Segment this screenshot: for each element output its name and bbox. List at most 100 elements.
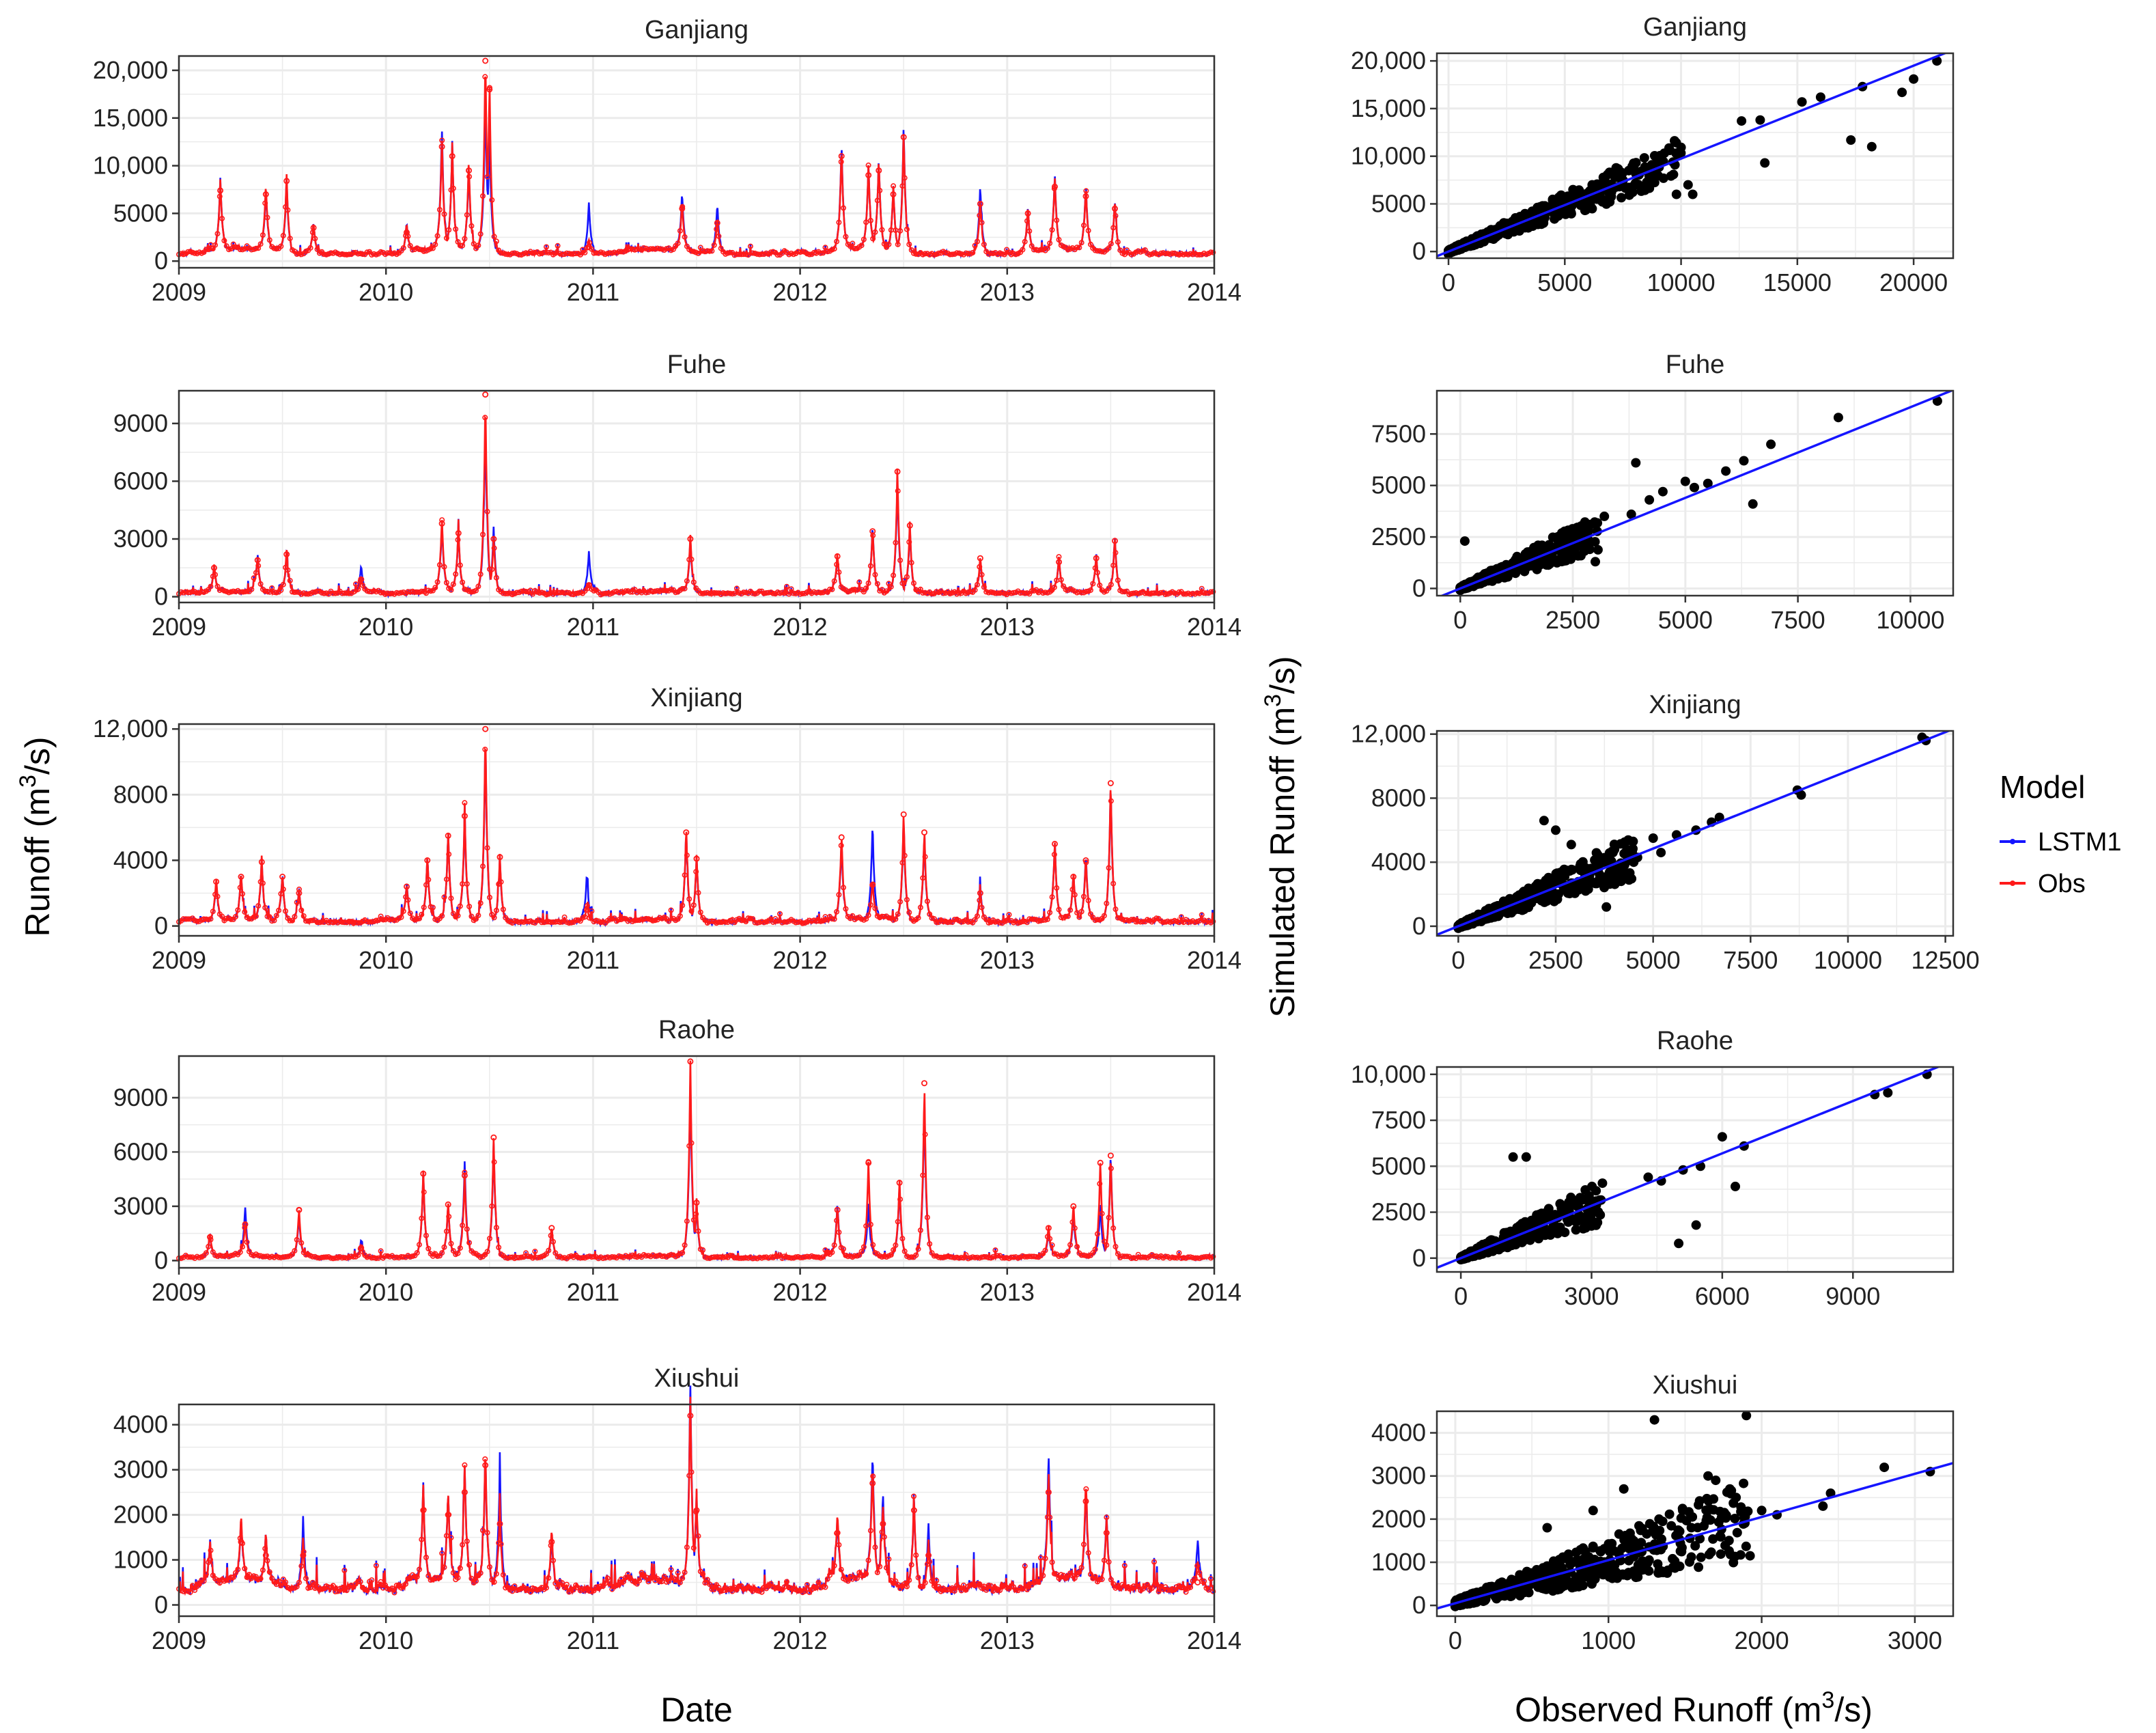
timeseries-xinjiang-obs-peak-point xyxy=(404,883,410,890)
timeseries-xiushui-obs-point xyxy=(555,1584,561,1590)
scatter-xiushui-point xyxy=(1590,1574,1600,1584)
scatter-xinjiang-tick-label-x: 2500 xyxy=(1528,946,1583,974)
timeseries-fuhe-obs-point xyxy=(779,590,785,596)
timeseries-ganjiang-obs-point xyxy=(800,249,806,255)
timeseries-ganjiang-obs-point xyxy=(421,248,427,254)
timeseries-xiushui-obs-peak-point xyxy=(693,1507,700,1514)
scatter-fuhe-tick-label-x: 0 xyxy=(1453,606,1467,634)
timeseries-ganjiang-obs-peak-point xyxy=(310,224,317,231)
timeseries-xiushui-obs-point xyxy=(527,1589,533,1595)
timeseries-fuhe-obs-point xyxy=(269,585,275,591)
timeseries-ganjiang-obs-point xyxy=(232,244,238,250)
panels: 2009 2010 2011 2012 2013 20140500010,00015,00… xyxy=(93,13,1980,1654)
timeseries-xinjiang-obs-point xyxy=(292,914,298,920)
timeseries-xinjiang-obs-point xyxy=(917,904,923,911)
timeseries-fuhe-obs-point xyxy=(981,584,987,590)
scatter-fuhe-point xyxy=(1680,476,1690,486)
timeseries-fuhe-obs-point xyxy=(280,581,286,587)
timeseries-ganjiang-obs-point xyxy=(1196,251,1203,258)
timeseries-raohe-obs-point xyxy=(239,1244,245,1250)
timeseries-xinjiang-obs-point xyxy=(777,911,783,917)
timeseries-xiushui-obs-point xyxy=(1085,1550,1091,1556)
timeseries-xinjiang-obs-point xyxy=(468,913,475,919)
scatter-xiushui-tick-label-y: 0 xyxy=(1412,1591,1426,1619)
scatter-fuhe-point xyxy=(1543,560,1554,570)
scatter-fuhe-point xyxy=(1580,546,1590,556)
timeseries-ganjiang-obs-point xyxy=(491,234,497,240)
timeseries-fuhe-obs-point xyxy=(863,585,869,592)
timeseries-raohe-obs-point xyxy=(489,1203,495,1209)
timeseries-xiushui-obs-point xyxy=(357,1579,363,1585)
timeseries-ganjiang-obs-point xyxy=(364,249,370,255)
scatter-fuhe-point xyxy=(1557,553,1567,563)
timeseries-xiushui-obs-point xyxy=(570,1587,576,1593)
scatter-xiushui-point xyxy=(1721,1510,1731,1521)
timeseries-xinjiang-obs-point xyxy=(457,903,463,909)
scatter-fuhe-point xyxy=(1584,526,1594,536)
timeseries-fuhe-obs-point xyxy=(493,574,499,581)
scatter-xiushui-point xyxy=(1741,1411,1752,1421)
timeseries-xiushui-obs-point xyxy=(563,1581,570,1588)
scatter-ganjiang-point xyxy=(1630,178,1640,189)
timeseries-ganjiang-obs-point xyxy=(820,250,826,256)
timeseries-ganjiang-tick-label-x: 2010 xyxy=(359,278,413,306)
timeseries-raohe-obs-point xyxy=(242,1225,248,1231)
timeseries-fuhe-obs-point xyxy=(688,556,695,562)
timeseries-xiushui-obs-peak-point xyxy=(869,1480,876,1486)
timeseries-raohe-obs-point xyxy=(423,1232,429,1238)
legend-key-lstm1-point xyxy=(2010,839,2015,844)
timeseries-fuhe-obs-point xyxy=(453,571,459,577)
scatter-fuhe-tick-label-y: 2500 xyxy=(1371,523,1426,551)
timeseries-ganjiang-obs-point xyxy=(428,246,434,252)
timeseries-ganjiang-obs-point xyxy=(1106,245,1112,251)
timeseries-raohe-obs-point xyxy=(680,1249,686,1256)
timeseries-ganjiang-obs-point xyxy=(1208,249,1214,255)
timeseries-ganjiang-obs-point xyxy=(450,185,456,191)
scatter-raohe-point xyxy=(1548,1225,1558,1236)
scatter-fuhe-point xyxy=(1644,495,1655,505)
timeseries-fuhe-obs-point xyxy=(441,564,447,570)
timeseries-raohe-obs-point xyxy=(727,1252,733,1258)
scatter-xiushui-point xyxy=(1708,1534,1718,1544)
timeseries-fuhe-obs-point xyxy=(1092,565,1098,571)
timeseries-raohe-obs-point xyxy=(419,1215,425,1221)
timeseries-fuhe-obs-point xyxy=(888,583,894,590)
timeseries-ganjiang-obs-point xyxy=(1020,247,1026,253)
timeseries-xiushui-obs-point xyxy=(355,1578,361,1584)
timeseries-xiushui-obs-point xyxy=(1099,1577,1105,1583)
timeseries-xinjiang-tick-label-y: 8000 xyxy=(113,780,168,808)
scatter-xinjiang-panel-border xyxy=(1436,730,1955,937)
timeseries-xiushui-obs-point xyxy=(829,1569,835,1575)
timeseries-xiushui-obs-point xyxy=(405,1576,411,1582)
timeseries-xiushui-obs-peak-point xyxy=(461,1489,468,1496)
timeseries-ganjiang-obs-point xyxy=(221,238,227,244)
timeseries-raohe-obs-point xyxy=(1049,1242,1055,1248)
timeseries-ganjiang-obs-point xyxy=(838,158,844,165)
timeseries-ganjiang-obs-point xyxy=(716,233,722,239)
timeseries-raohe-obs-point xyxy=(285,1253,291,1260)
timeseries-ganjiang-obs-point xyxy=(870,236,876,242)
timeseries-fuhe-obs-point xyxy=(264,588,270,594)
timeseries-ganjiang-panel: 2009 2010 2011 2012 2013 20140500010,00015,00… xyxy=(93,16,1242,306)
scatter-xinjiang-point xyxy=(1519,887,1529,896)
scatter-xiushui-point xyxy=(1728,1498,1739,1508)
scatter-raohe-point xyxy=(1507,1240,1517,1251)
scatter-raohe-tick-label-y: 10,000 xyxy=(1351,1060,1426,1088)
timeseries-xiushui-obs-point xyxy=(616,1581,622,1588)
scatter-xinjiang-tick-label-y: 12,000 xyxy=(1351,720,1426,748)
timeseries-fuhe-obs-point xyxy=(355,586,361,592)
timeseries-xinjiang-obs-point xyxy=(289,917,295,924)
scatter-raohe-point xyxy=(1578,1223,1588,1234)
timeseries-xiushui-obs-point xyxy=(1151,1559,1158,1565)
scatter-xiushui-point xyxy=(1739,1478,1749,1488)
timeseries-xinjiang-obs-point xyxy=(1104,900,1110,906)
timeseries-xinjiang-obs-point xyxy=(464,881,470,887)
scatter-raohe-point xyxy=(1571,1225,1581,1235)
scatter-fuhe-point xyxy=(1569,532,1579,542)
scatter-ganjiang-point xyxy=(1760,158,1770,168)
timeseries-xiushui-obs-point xyxy=(668,1567,674,1573)
scatter-fuhe-point xyxy=(1593,544,1603,555)
timeseries-fuhe-obs-point xyxy=(352,581,359,587)
timeseries-ganjiang-obs-point xyxy=(817,250,824,256)
timeseries-xinjiang-obs-point xyxy=(421,904,427,911)
